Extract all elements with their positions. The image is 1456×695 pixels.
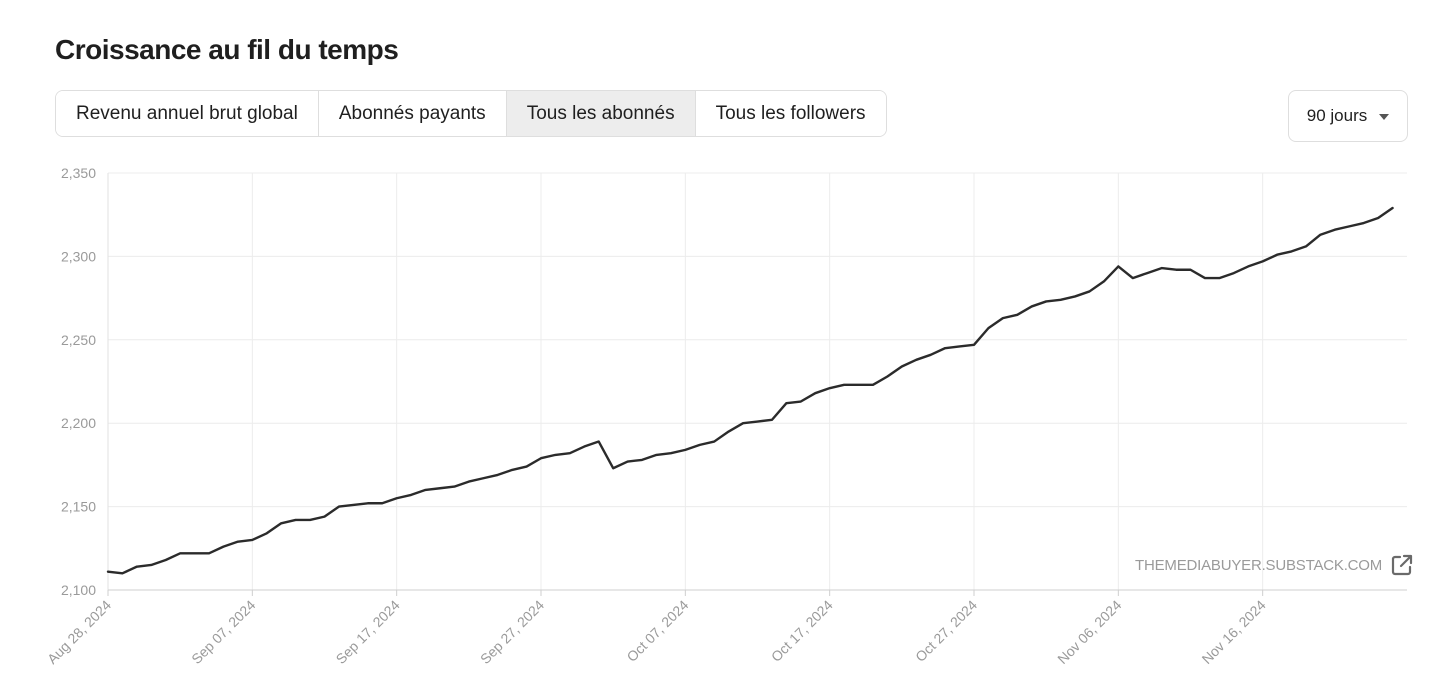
x-tick-label: Oct 07, 2024 — [623, 597, 691, 665]
tab-paid-subscribers[interactable]: Abonnés payants — [318, 91, 507, 136]
x-tick-label: Sep 07, 2024 — [188, 597, 258, 667]
series-layer — [106, 206, 1394, 575]
x-tick-label: Sep 17, 2024 — [333, 597, 403, 667]
y-tick-label: 2,150 — [61, 499, 96, 515]
tab-all-followers[interactable]: Tous les followers — [695, 91, 886, 136]
x-tick-label: Oct 27, 2024 — [912, 597, 980, 665]
y-tick-label: 2,100 — [61, 582, 96, 598]
tab-revenue[interactable]: Revenu annuel brut global — [56, 91, 319, 136]
time-range-value: 90 jours — [1306, 106, 1368, 125]
source-watermark[interactable]: THEMEDIABUYER.SUBSTACK.COM — [1135, 553, 1414, 577]
metric-tabs: Revenu annuel brut global Abonnés payant… — [55, 90, 887, 137]
grid-lines — [107, 172, 1407, 591]
series-line — [106, 206, 1394, 575]
x-tick-label: Nov 16, 2024 — [1199, 597, 1269, 667]
caret-down-icon — [1379, 114, 1390, 120]
x-tick-label: Oct 17, 2024 — [768, 597, 836, 665]
y-tick-label: 2,300 — [61, 248, 96, 264]
external-link-icon[interactable] — [1390, 553, 1414, 577]
page-title: Croissance au fil du temps — [55, 34, 399, 65]
time-range-dropdown[interactable]: 90 jours — [1288, 90, 1408, 142]
y-tick-label: 2,200 — [61, 415, 96, 431]
x-axis: Aug 28, 2024 Sep 07, 2024 Sep 17, 2024 Sep … — [44, 590, 1269, 667]
y-tick-label: 2,350 — [61, 165, 96, 181]
watermark-text: THEMEDIABUYER.SUBSTACK.COM — [1135, 556, 1383, 574]
y-tick-label: 2,250 — [61, 332, 96, 348]
tab-all-subscribers[interactable]: Tous les abonnés — [506, 91, 696, 136]
x-tick-label: Aug 28, 2024 — [44, 597, 114, 667]
x-tick-label: Sep 27, 2024 — [477, 597, 547, 667]
y-axis: 2,100 2,150 2,200 2,250 2,300 2,350 — [61, 165, 96, 598]
x-tick-label: Nov 06, 2024 — [1054, 597, 1124, 667]
